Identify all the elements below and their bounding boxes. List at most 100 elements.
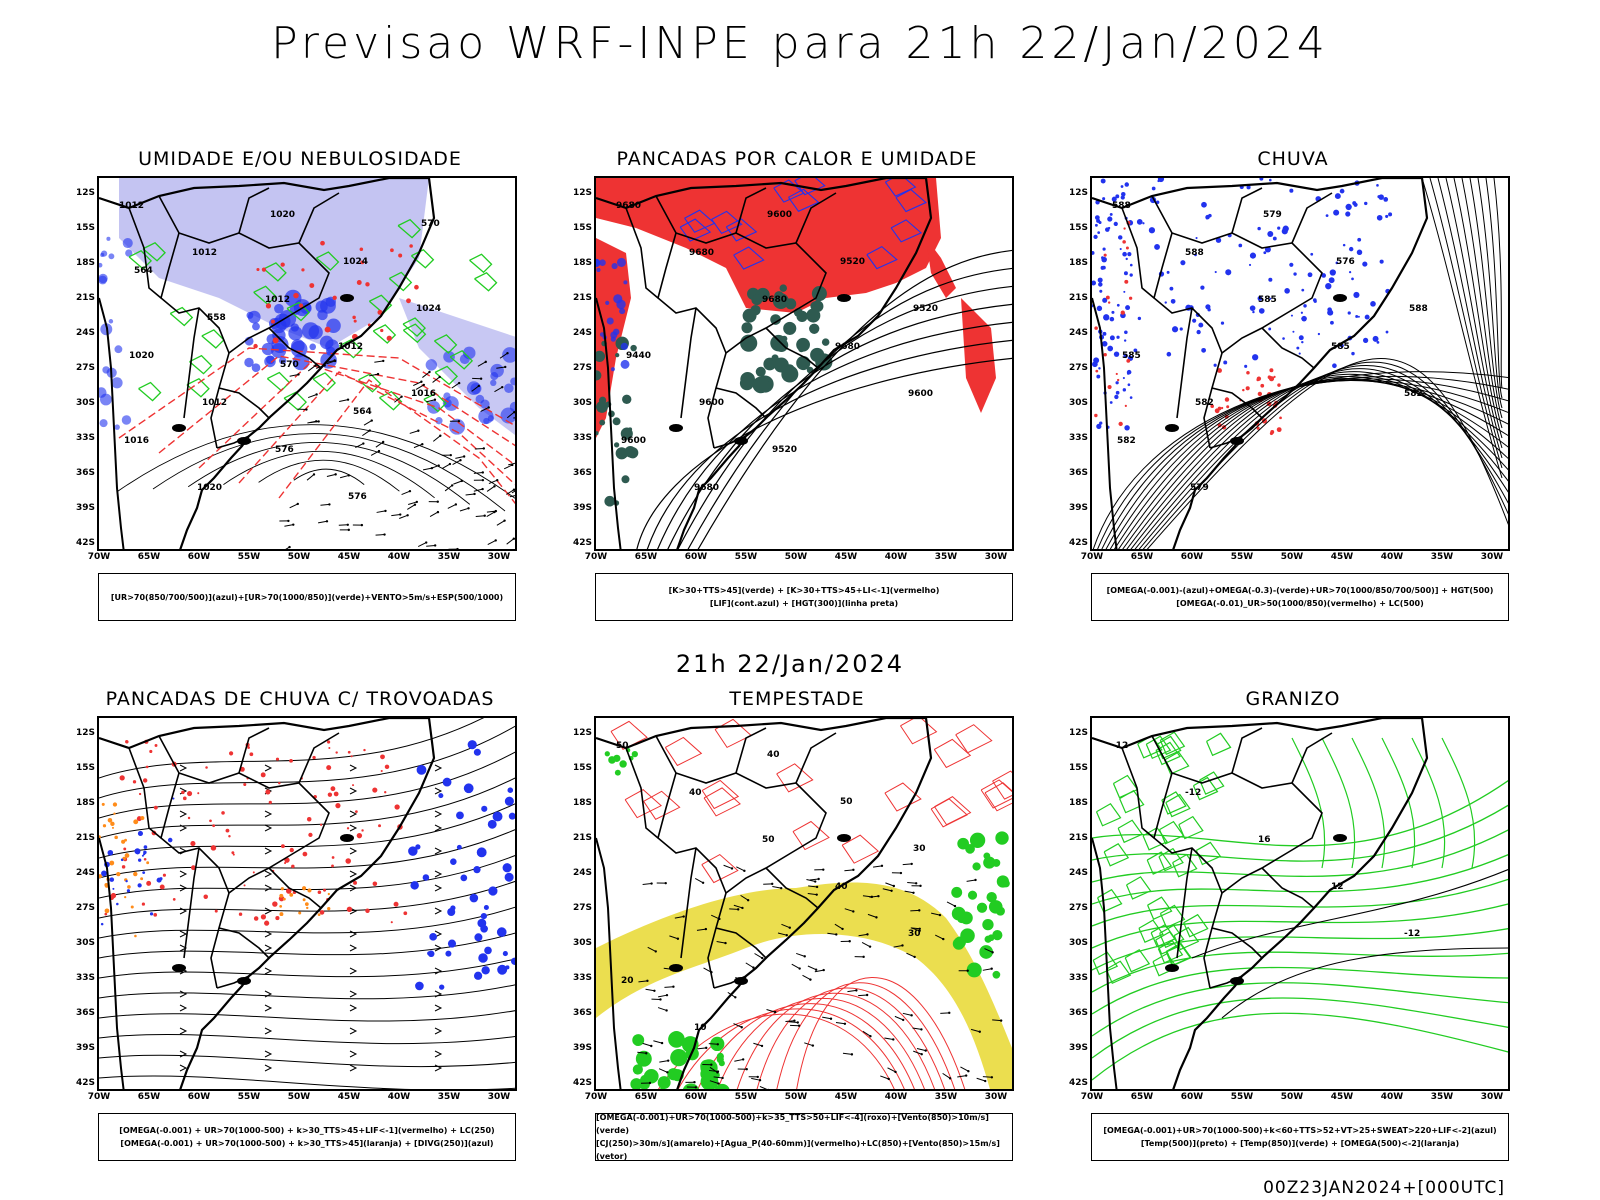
contour-label: 564	[134, 266, 153, 276]
contour-label: 1024	[343, 257, 368, 267]
longitude-tick-label: 65W	[634, 1092, 658, 1102]
contour-label: 564	[353, 407, 372, 417]
contour-label: -12	[1112, 741, 1128, 751]
legend-line: [OMEGA(-0.001)+UR>70(1000-500)+k>35_TTS>…	[596, 1113, 989, 1135]
latitude-tick-label: 27S	[572, 903, 592, 913]
contour-label: 588	[1409, 304, 1428, 314]
latitude-tick-label: 21S	[1068, 293, 1088, 303]
contour-label: 30	[913, 844, 926, 854]
latitude-tick-label: 33S	[75, 973, 95, 983]
contour-label: 570	[280, 360, 299, 370]
latitude-tick-label: 12S	[75, 728, 95, 738]
latitude-tick-label: 39S	[1068, 503, 1088, 513]
longitude-tick-label: 55W	[1230, 552, 1254, 562]
longitude-tick-label: 50W	[1280, 1092, 1304, 1102]
latitude-axis: 12S 15S 18S 21S 24S 27S 30S 33S 36S 39S 42S	[55, 716, 95, 1091]
panel-title: UMIDADE E/OU NEBULOSIDADE	[138, 148, 462, 170]
longitude-tick-label: 45W	[337, 1092, 361, 1102]
panel-legend: [OMEGA(-0.001)-(azul)+OMEGA(-0.3)-(verde…	[1091, 573, 1509, 621]
longitude-tick-label: 35W	[1430, 1092, 1454, 1102]
contour-label: 1012	[192, 248, 217, 258]
longitude-tick-label: 65W	[137, 1092, 161, 1102]
panel-title: PANCADAS DE CHUVA C/ TROVOADAS	[105, 688, 495, 710]
longitude-tick-label: 65W	[1130, 1092, 1154, 1102]
contour-label: 1012	[119, 201, 144, 211]
contour-label: 576	[348, 492, 367, 502]
contour-label: 9600	[699, 398, 724, 408]
contour-label: 9440	[626, 351, 651, 361]
latitude-tick-label: 30S	[1068, 938, 1088, 948]
contour-label: 582	[1195, 398, 1214, 408]
panel-legend: [OMEGA(-0.001) + UR>70(1000-500) + k>30_…	[98, 1113, 516, 1161]
latitude-tick-label: 36S	[572, 468, 592, 478]
latitude-tick-label: 24S	[1068, 868, 1088, 878]
latitude-tick-label: 24S	[572, 328, 592, 338]
contour-label: 1012	[338, 342, 363, 352]
latitude-axis: 12S 15S 18S 21S 24S 27S 30S 33S 36S 39S 42S	[552, 176, 592, 551]
contour-label: 1016	[411, 389, 436, 399]
legend-line: [OMEGA(-0.001) + UR>70(1000-500) + k>30_…	[120, 1139, 494, 1148]
run-timestamp: 00Z23JAN2024+[000UTC]	[1263, 1178, 1505, 1198]
latitude-tick-label: 18S	[75, 798, 95, 808]
contour-label: 1012	[265, 295, 290, 305]
longitude-tick-label: 50W	[287, 552, 311, 562]
contour-label: 585	[1122, 351, 1141, 361]
panel-granizo: GRANIZO 12S 15S 18S 21S 24S 27S 30S 33S 36S 39S 42S…	[1048, 688, 1538, 1168]
latitude-tick-label: 30S	[572, 938, 592, 948]
contour-label: 588	[1112, 201, 1131, 211]
latitude-tick-label: 42S	[1068, 1078, 1088, 1088]
panel-legend: [UR>70(850/700/500)](azul)+[UR>70(1000/8…	[98, 573, 516, 621]
latitude-tick-label: 15S	[1068, 223, 1088, 233]
longitude-tick-label: 45W	[1330, 552, 1354, 562]
latitude-tick-label: 36S	[572, 1008, 592, 1018]
panel-umidade: UMIDADE E/OU NEBULOSIDADE 12S 15S 18S 21S 24S…	[55, 148, 545, 628]
latitude-tick-label: 12S	[75, 188, 95, 198]
contour-label: 9680	[689, 248, 714, 258]
latitude-tick-label: 15S	[1068, 763, 1088, 773]
longitude-tick-label: 55W	[237, 552, 261, 562]
latitude-tick-label: 21S	[75, 293, 95, 303]
contour-label: 40	[689, 788, 702, 798]
longitude-tick-label: 45W	[834, 1092, 858, 1102]
contour-label: 9520	[913, 304, 938, 314]
longitude-tick-label: 50W	[1280, 552, 1304, 562]
longitude-tick-label: 50W	[784, 552, 808, 562]
contour-label: 9520	[840, 257, 865, 267]
forecast-time-label: 21h 22/Jan/2024	[675, 650, 905, 678]
latitude-tick-label: 39S	[572, 1043, 592, 1053]
latitude-tick-label: 33S	[75, 433, 95, 443]
contour-label: -12	[1185, 788, 1201, 798]
contour-label: 9600	[621, 436, 646, 446]
longitude-tick-label: 55W	[734, 552, 758, 562]
latitude-tick-label: 39S	[1068, 1043, 1088, 1053]
longitude-tick-label: 65W	[137, 552, 161, 562]
contour-label: 20	[621, 976, 634, 986]
contour-label: 579	[1190, 483, 1209, 493]
contour-label: 570	[421, 219, 440, 229]
latitude-tick-label: 18S	[572, 258, 592, 268]
contour-label: 588	[1185, 248, 1204, 258]
latitude-tick-label: 30S	[1068, 398, 1088, 408]
longitude-tick-label: 40W	[387, 1092, 411, 1102]
panel-pancadas-trovoadas: PANCADAS DE CHUVA C/ TROVOADAS 12S 15S 18S 2…	[55, 688, 545, 1168]
map-canvas: 588 588 585 585 582 582 579 579 576 588 585 582	[1092, 178, 1508, 549]
longitude-tick-label: 55W	[734, 1092, 758, 1102]
contour-label: 1020	[270, 210, 295, 220]
contour-label: 558	[207, 313, 226, 323]
contour-label: 582	[1117, 436, 1136, 446]
panel-title: CHUVA	[1257, 148, 1329, 170]
longitude-tick-label: 30W	[487, 1092, 511, 1102]
contour-label: 12	[1331, 882, 1344, 892]
longitude-tick-label: 55W	[237, 1092, 261, 1102]
latitude-tick-label: 36S	[75, 1008, 95, 1018]
contour-label: 1016	[124, 436, 149, 446]
latitude-tick-label: 33S	[572, 433, 592, 443]
latitude-tick-label: 24S	[1068, 328, 1088, 338]
longitude-tick-label: 30W	[487, 552, 511, 562]
map-plot-area	[97, 716, 517, 1091]
latitude-tick-label: 21S	[572, 293, 592, 303]
latitude-tick-label: 21S	[75, 833, 95, 843]
latitude-tick-label: 27S	[75, 903, 95, 913]
longitude-tick-label: 30W	[984, 552, 1008, 562]
contour-label: 9520	[772, 445, 797, 455]
